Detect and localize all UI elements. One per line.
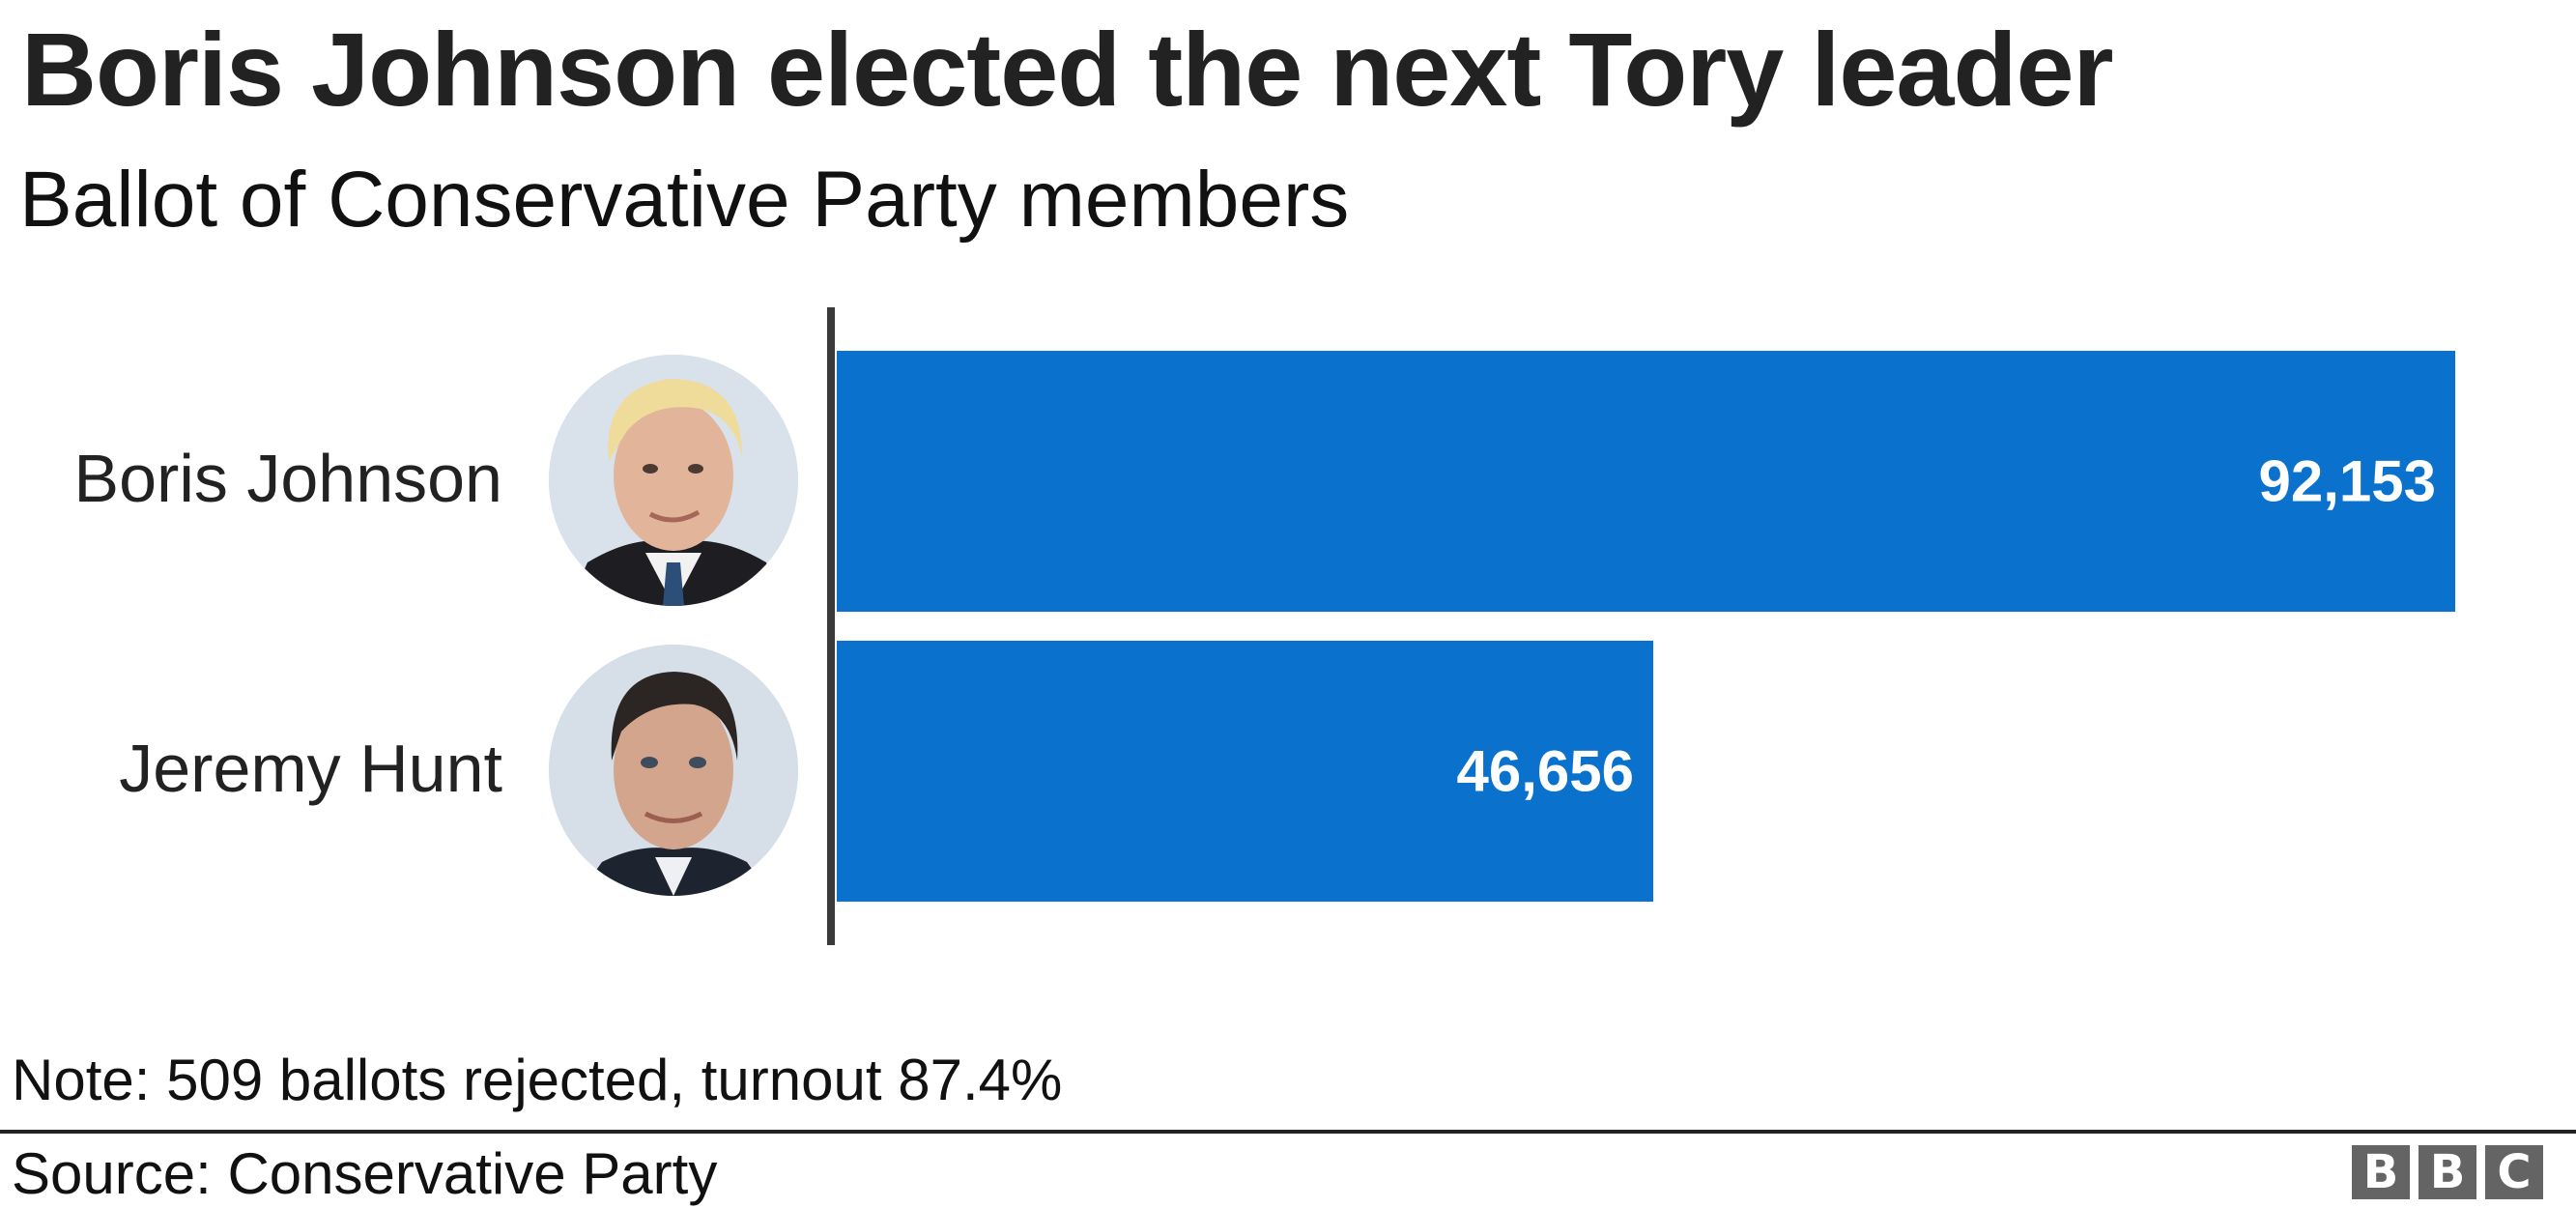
- category-label-johnson: Boris Johnson: [73, 441, 502, 516]
- jeremy-hunt-portrait-icon: [549, 645, 798, 896]
- bar-value-hunt: 46,656: [1456, 738, 1634, 804]
- bar-hunt: 46,656: [837, 641, 1653, 902]
- chart-note: Note: 509 ballots rejected, turnout 87.4…: [12, 1048, 1063, 1112]
- boris-johnson-portrait-icon: [549, 355, 798, 606]
- axis-line: [827, 307, 835, 945]
- chart-subtitle: Ballot of Conservative Party members: [19, 156, 1350, 244]
- category-label-hunt: Jeremy Hunt: [119, 731, 502, 806]
- bar-johnson: 92,153: [837, 351, 2455, 612]
- bbc-logo-letter-b1: B: [2352, 1145, 2410, 1199]
- bbc-logo-letter-b2: B: [2419, 1145, 2476, 1199]
- bbc-logo: B B C: [2352, 1145, 2543, 1199]
- footer-divider: [0, 1130, 2576, 1134]
- chart-source: Source: Conservative Party: [12, 1141, 718, 1206]
- chart-title: Boris Johnson elected the next Tory lead…: [21, 11, 2114, 128]
- bar-value-johnson: 92,153: [2258, 448, 2436, 514]
- bbc-logo-letter-c: C: [2485, 1145, 2543, 1199]
